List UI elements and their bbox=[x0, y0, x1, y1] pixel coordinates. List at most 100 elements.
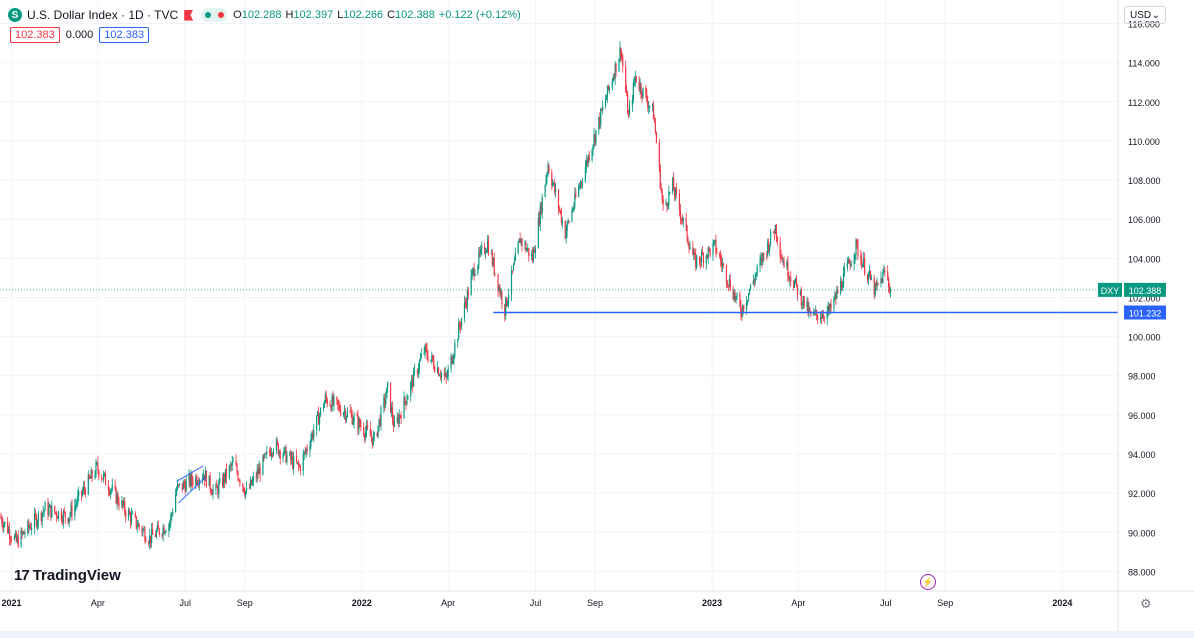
candle bbox=[715, 234, 717, 258]
candle bbox=[390, 402, 393, 418]
support-price-tag: 101.232 bbox=[1124, 305, 1166, 320]
candle bbox=[477, 264, 479, 276]
candle bbox=[823, 315, 825, 324]
candle bbox=[719, 251, 721, 260]
candle bbox=[889, 286, 892, 298]
candle bbox=[793, 279, 796, 289]
candle bbox=[547, 160, 549, 177]
candle bbox=[770, 229, 772, 247]
candle bbox=[594, 133, 596, 147]
candle bbox=[669, 191, 671, 195]
candle bbox=[471, 268, 473, 280]
candle bbox=[16, 534, 18, 544]
candle bbox=[722, 262, 725, 269]
candle bbox=[150, 535, 152, 549]
symbol-title[interactable]: U.S. Dollar Index · 1D · TVC bbox=[27, 8, 179, 22]
tradingview-logo-text: TradingView bbox=[32, 567, 121, 584]
candle bbox=[611, 77, 613, 91]
candle bbox=[158, 527, 160, 537]
candle bbox=[396, 412, 398, 424]
candle bbox=[620, 47, 622, 63]
candle bbox=[88, 473, 90, 480]
candle bbox=[678, 189, 681, 217]
candle bbox=[338, 399, 340, 412]
ask-price[interactable]: 102.383 bbox=[99, 27, 150, 43]
candle bbox=[60, 508, 63, 524]
candle bbox=[600, 107, 602, 129]
price-tick-label: 88.000 bbox=[1128, 567, 1156, 577]
time-tick-label: Apr bbox=[91, 598, 105, 608]
candle bbox=[78, 486, 80, 502]
time-tick-label: Sep bbox=[237, 598, 253, 608]
candle bbox=[487, 235, 490, 256]
gear-icon[interactable]: ⚙ bbox=[1140, 596, 1152, 611]
candle bbox=[716, 247, 718, 255]
price-tick-label: 112.000 bbox=[1128, 98, 1160, 108]
candle bbox=[857, 238, 859, 261]
candle bbox=[512, 263, 515, 272]
candle bbox=[169, 519, 171, 531]
candle bbox=[391, 401, 394, 425]
candle bbox=[592, 144, 594, 156]
candle bbox=[762, 253, 764, 266]
candle bbox=[849, 260, 851, 271]
candle bbox=[695, 248, 697, 271]
candle bbox=[2, 517, 4, 532]
candle bbox=[599, 112, 601, 129]
chart-legend-header: S U.S. Dollar Index · 1D · TVC O102.288 … bbox=[8, 6, 525, 24]
candle bbox=[537, 211, 539, 249]
candle bbox=[432, 354, 434, 363]
candle bbox=[776, 235, 778, 246]
candle bbox=[725, 263, 728, 289]
candle bbox=[277, 442, 279, 456]
candle bbox=[37, 511, 39, 529]
candle bbox=[231, 455, 233, 472]
bid-price[interactable]: 102.383 bbox=[10, 27, 60, 43]
candle bbox=[521, 237, 523, 252]
candle bbox=[565, 224, 567, 244]
candle bbox=[460, 317, 463, 330]
candle bbox=[141, 525, 143, 537]
candle bbox=[694, 248, 696, 261]
candle bbox=[62, 508, 64, 529]
candle bbox=[360, 419, 362, 432]
candle bbox=[505, 296, 507, 320]
flag-icon[interactable] bbox=[184, 9, 194, 21]
candle bbox=[8, 525, 10, 534]
candle bbox=[163, 524, 165, 534]
candle bbox=[67, 517, 69, 525]
candle bbox=[702, 252, 705, 269]
bid-ask-toggle-icon[interactable] bbox=[201, 8, 228, 22]
candle bbox=[172, 507, 174, 517]
candle bbox=[533, 246, 536, 253]
candle bbox=[747, 293, 750, 302]
candle bbox=[775, 223, 777, 243]
candle bbox=[667, 202, 669, 211]
candle bbox=[423, 346, 425, 356]
candle bbox=[325, 390, 327, 403]
candle bbox=[417, 363, 420, 379]
currency-select[interactable]: USD ⌄ bbox=[1124, 6, 1166, 24]
candle bbox=[490, 249, 492, 255]
candle bbox=[296, 461, 299, 465]
candle bbox=[161, 532, 163, 539]
candle bbox=[799, 288, 801, 296]
drawing-overlays[interactable] bbox=[0, 289, 1118, 504]
candle bbox=[632, 78, 634, 104]
candle bbox=[588, 150, 590, 163]
candle bbox=[480, 244, 482, 258]
candle bbox=[114, 479, 116, 492]
candle bbox=[746, 300, 749, 306]
bolt-icon[interactable]: ⚡ bbox=[920, 574, 936, 590]
tradingview-logo[interactable]: 17 TradingView bbox=[14, 567, 121, 584]
candle bbox=[351, 409, 353, 426]
candle bbox=[836, 285, 838, 300]
candle bbox=[862, 263, 864, 268]
time-tick-label: Jul bbox=[530, 598, 542, 608]
candle bbox=[98, 469, 100, 481]
candle bbox=[13, 534, 15, 541]
candle bbox=[733, 288, 735, 303]
candle bbox=[772, 231, 775, 234]
candle bbox=[855, 237, 857, 261]
